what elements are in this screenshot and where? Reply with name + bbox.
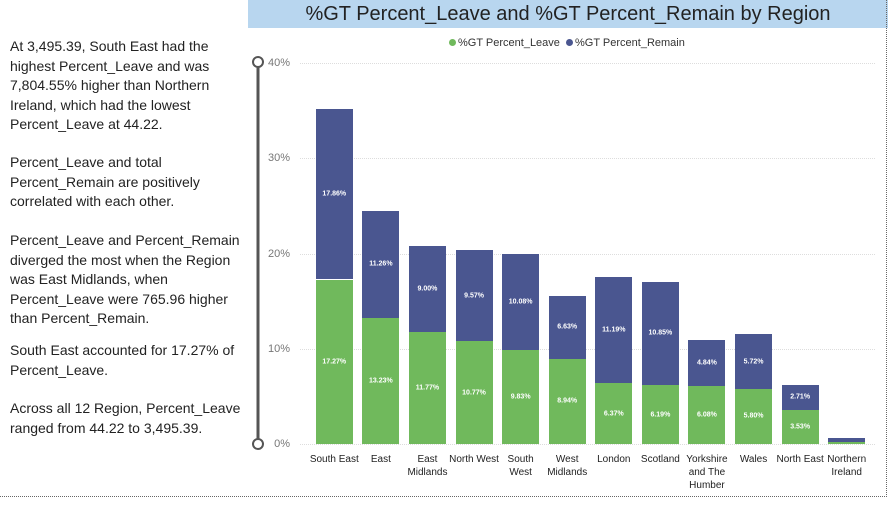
legend-entry: %GT Percent_Leave — [449, 37, 560, 49]
x-tick-label: East — [370, 454, 391, 465]
bar-segment — [828, 438, 866, 443]
legend-label: %GT Percent_Remain — [575, 37, 685, 49]
legend-label: %GT Percent_Leave — [458, 37, 560, 49]
x-tick-label: East Midlands — [407, 454, 448, 478]
data-label: 9.83% — [510, 393, 531, 401]
bar-segment — [781, 384, 819, 411]
bar-segment — [735, 334, 773, 389]
bar-segment — [315, 279, 353, 444]
x-tick-label: South East — [309, 454, 359, 465]
bar-segment — [548, 295, 586, 359]
narrative-text: South East accounted for 17.27% of Perce… — [10, 342, 235, 378]
x-tick-label: Wales — [739, 454, 768, 465]
x-tick-label: Yorkshire and The Humber — [686, 454, 728, 491]
data-label: 5.72% — [743, 358, 764, 365]
data-label: 11.19% — [602, 326, 626, 334]
chart-title: %GT Percent_Leave and %GT Percent_Remain… — [305, 3, 831, 25]
bar-segment — [828, 442, 866, 444]
data-label: 17.27% — [322, 358, 347, 366]
narrative-text: Across all 12 Region, Percent_Leave rang… — [10, 400, 241, 436]
data-label: 10.85% — [648, 329, 673, 337]
data-label: 6.19% — [650, 411, 671, 419]
x-tick-label: North West — [449, 454, 499, 465]
y-tick-label: 40% — [267, 57, 290, 69]
data-label: 5.80% — [743, 412, 764, 420]
x-tick-label: South West — [507, 454, 534, 478]
bar-segment — [362, 210, 400, 318]
data-label: 11.26% — [369, 260, 393, 268]
data-label: 10.08% — [508, 298, 533, 306]
slider-handle[interactable] — [252, 56, 264, 68]
data-label: 4.84% — [697, 359, 717, 367]
bar-segment — [455, 250, 493, 342]
x-tick-label: Northern Ireland — [827, 454, 867, 478]
data-label: 11.77% — [415, 384, 440, 392]
grid-line — [300, 63, 875, 64]
y-tick-label: 10% — [267, 342, 290, 355]
bar-segment — [595, 383, 633, 444]
data-label: 3.53% — [790, 423, 811, 431]
bar-segment — [688, 339, 726, 387]
x-tick-label: West Midlands — [547, 454, 588, 478]
grid-line — [300, 444, 875, 445]
narrative-text: At 3,495.39, South East had the highest … — [10, 38, 210, 132]
bar-segment — [502, 254, 540, 351]
data-label: 6.37% — [603, 410, 624, 418]
data-label: 9.00% — [417, 285, 438, 293]
grid-line — [300, 158, 875, 160]
bar-segment — [548, 358, 586, 444]
x-tick-label: London — [597, 454, 631, 465]
grid-line — [300, 253, 875, 255]
bar-segment — [315, 109, 353, 280]
bar-segment — [408, 246, 446, 332]
y-tick-label: 20% — [267, 247, 290, 260]
slider-handle[interactable] — [252, 438, 264, 450]
x-tick-label: North East — [776, 454, 824, 465]
data-label: 8.94% — [557, 397, 578, 405]
narrative-text: Percent_Leave and Percent_Remain diverge… — [10, 232, 240, 326]
bar-segment — [362, 317, 400, 444]
x-tick-label: Scotland — [640, 454, 680, 465]
data-label: 17.86% — [322, 190, 347, 198]
bar-segment — [502, 350, 540, 444]
bar-segment — [735, 388, 773, 444]
data-label: 13.23% — [369, 377, 393, 385]
legend-marker — [449, 39, 456, 46]
data-label: 9.57% — [464, 292, 484, 300]
y-tick-label: 0% — [274, 438, 290, 450]
bar-segment — [455, 341, 493, 444]
narrative-text: Percent_Leave and total Percent_Remain a… — [10, 154, 200, 209]
legend-marker — [566, 39, 573, 46]
title-bar: %GT Percent_Leave and %GT Percent_Remain… — [248, 0, 888, 28]
grid-line — [300, 348, 875, 350]
bar-segment — [595, 276, 633, 384]
y-tick-label: 30% — [267, 152, 290, 165]
data-label: 10.77% — [462, 389, 486, 397]
bar-segment — [641, 385, 679, 444]
range-slider[interactable] — [250, 55, 268, 451]
bar-segment — [781, 410, 819, 444]
data-label: 2.71% — [790, 393, 811, 401]
bar-segment — [688, 386, 726, 444]
bar-segment — [408, 331, 446, 444]
bar-segment — [641, 281, 679, 386]
data-label: 6.63% — [557, 323, 578, 331]
data-label: 6.08% — [697, 411, 717, 419]
legend-entry: %GT Percent_Remain — [566, 37, 685, 49]
